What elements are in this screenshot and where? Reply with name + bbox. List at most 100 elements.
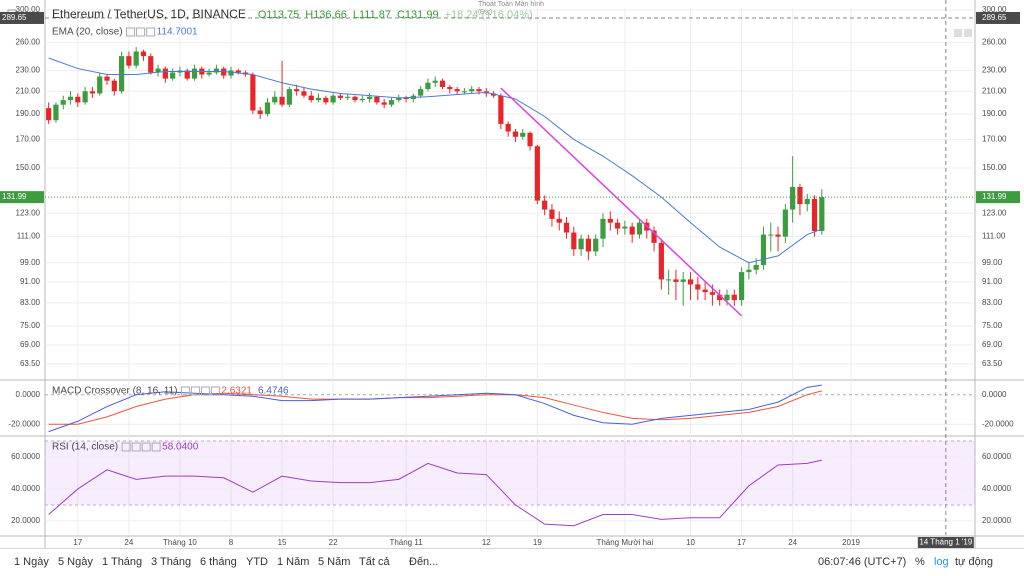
legend-icon (151, 442, 161, 452)
macd-line (48, 390, 822, 425)
candle-body (228, 70, 234, 76)
candle-body (651, 230, 657, 243)
legend-text: 2.6321 (221, 386, 252, 397)
candle-body (731, 294, 737, 301)
candle-body (527, 132, 533, 147)
candle-body (753, 265, 759, 270)
toolbar-item[interactable]: log (934, 556, 949, 568)
candle-body (658, 242, 664, 280)
y-tick-label: 150.00 (16, 163, 41, 172)
legend-text: O113.75 (258, 9, 299, 21)
candle-body (680, 279, 686, 282)
macd-line (48, 384, 822, 433)
legend-icon (200, 386, 210, 396)
scroll-up-button[interactable] (954, 29, 962, 37)
y-tick-label: 123.00 (982, 208, 1007, 217)
candle-body (294, 89, 300, 92)
scroll-down-button[interactable] (964, 29, 972, 37)
candle-body (439, 80, 446, 87)
y-tick-label: 111.00 (982, 232, 1006, 241)
crosshair-date-badge (917, 537, 974, 548)
legend-icon (190, 386, 200, 396)
legend-text: +18.24 (+16.04%) (445, 9, 533, 21)
candle-body (811, 198, 818, 232)
candle-body (622, 226, 628, 229)
candle-body (366, 96, 373, 100)
x-tick-label: 12 (482, 538, 491, 547)
candle-body (323, 97, 329, 103)
candle-body (724, 294, 730, 301)
y-tick-label: 190.00 (16, 109, 41, 118)
toolbar-item[interactable]: YTD (246, 556, 268, 568)
candle-body (476, 89, 482, 92)
toolbar-item[interactable]: 5 Ngày (58, 556, 93, 568)
y-tick-label: -20.0000 (982, 419, 1014, 428)
toolbar-item: 06:07:46 (UTC+7) (818, 556, 907, 568)
candle-body (775, 234, 781, 237)
candle-body (170, 72, 176, 79)
toolbar-item[interactable]: 1 Tháng (102, 556, 143, 568)
y-tick-label: 99.00 (982, 258, 1003, 267)
legend-icon (121, 442, 131, 452)
toolbar-item[interactable]: 1 Ngày (14, 556, 49, 568)
chart: 17 24 Tháng 10 8 15 22 Tháng 11 12 19 Tháng Mười … (0, 0, 1024, 548)
y-tick-label: 300.00 (982, 5, 1007, 14)
y-tick-label: 300.00 (16, 5, 41, 14)
candle-body (717, 294, 723, 301)
legend-icon (146, 27, 156, 37)
toolbar-item[interactable]: % (915, 556, 925, 568)
candle-body (191, 68, 198, 79)
candle-body (695, 284, 701, 290)
rsi-line (48, 459, 822, 527)
toolbar: 1 Ngày 5 Ngày 1 Tháng 3 Tháng 6 tháng YTD 1 Nă… (0, 548, 1024, 576)
candle-body (133, 51, 139, 66)
x-tick-label: 17 (73, 538, 82, 547)
toolbar-item[interactable]: 3 Tháng (151, 556, 192, 568)
y-tick-label: 111.00 (17, 232, 41, 241)
y-tick-label: 63.50 (20, 359, 41, 368)
candle-body (556, 218, 562, 223)
legend-icon (131, 442, 141, 452)
candle-body (673, 279, 679, 282)
candle-body (206, 72, 212, 75)
candle-body (782, 209, 788, 237)
candle-body (490, 93, 497, 96)
candle-body (746, 269, 752, 273)
legend-text: EMA (20, close) (52, 27, 123, 38)
legend-text: 114.7001 (157, 27, 198, 38)
candle-body (118, 56, 125, 92)
toolbar-item[interactable]: 5 Năm (318, 556, 351, 568)
candle-body (308, 95, 314, 101)
toolbar-item[interactable]: Tất cả (359, 556, 390, 568)
candle-body (819, 197, 825, 232)
toolbar-item[interactable]: tự động (955, 556, 993, 568)
legend-text: RSI (14, close) (52, 442, 118, 453)
last-price-badge (0, 191, 44, 204)
candle-body (97, 76, 103, 94)
y-tick-label: 260.00 (16, 38, 41, 47)
candle-body (53, 104, 59, 121)
y-tick-label: 91.00 (20, 277, 41, 286)
toolbar-item[interactable]: 6 tháng (200, 556, 237, 568)
candle-body (542, 200, 548, 210)
x-tick-label: 19 (533, 538, 542, 547)
candle-body (498, 95, 504, 124)
candle-body (403, 97, 409, 100)
legend-icon (141, 442, 151, 452)
rsi-band (45, 440, 975, 505)
toolbar-item[interactable]: Đến... (409, 556, 439, 568)
crosshair-badge (0, 11, 44, 24)
legend-icon (180, 386, 190, 396)
y-tick-label: 150.00 (982, 163, 1007, 172)
crosshair-date-label: 14 Tháng 1 '19 (919, 538, 973, 547)
candle-body (425, 82, 431, 90)
candle-body (687, 279, 694, 285)
legend-text: C131.99 (397, 9, 439, 21)
candle-body (301, 91, 307, 96)
candle-body (790, 186, 796, 210)
toolbar-item[interactable]: 1 Năm (277, 556, 310, 568)
candle-body (418, 89, 424, 96)
candle-body (286, 89, 292, 105)
y-tick-label: 60.0000 (982, 452, 1011, 461)
y-tick-label: 0.0000 (16, 390, 41, 399)
